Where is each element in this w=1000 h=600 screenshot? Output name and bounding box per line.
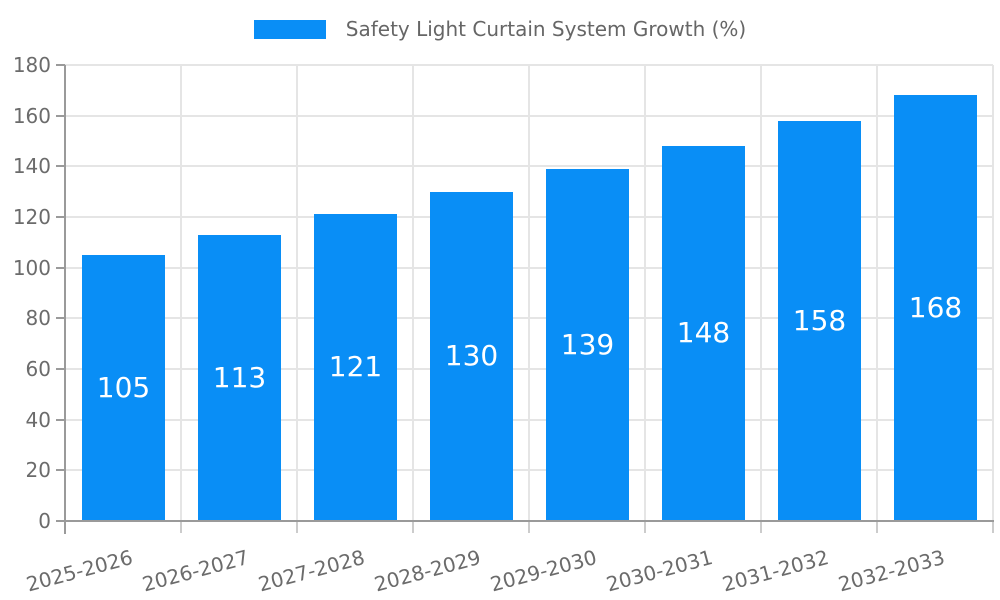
bar	[314, 214, 397, 520]
bar-value-label: 130	[444, 339, 499, 372]
vertical-gridline	[760, 65, 762, 521]
bar-value-label: 139	[560, 328, 615, 361]
y-axis-tick-label: 40	[25, 407, 51, 432]
x-axis-tick	[992, 521, 994, 533]
y-axis-tick-label: 60	[25, 357, 51, 381]
bar-value-label: 158	[792, 304, 847, 337]
bar-value-label: 105	[96, 371, 151, 404]
y-axis-tick-label: 80	[25, 306, 51, 331]
x-axis-tick	[180, 521, 182, 533]
vertical-gridline	[876, 65, 878, 521]
y-axis-tick-label: 140	[12, 154, 51, 179]
y-axis-tick-label: 20	[25, 458, 51, 483]
x-axis-tick	[528, 521, 530, 533]
bar-value-label: 168	[908, 291, 963, 324]
y-axis-tick	[56, 165, 65, 168]
y-axis-tick-label: 160	[12, 103, 51, 128]
bar-value-label: 113	[212, 361, 267, 394]
vertical-gridline	[412, 65, 414, 521]
bar	[662, 146, 745, 520]
bar	[198, 235, 281, 520]
x-axis-tick	[876, 521, 878, 533]
x-axis-line	[64, 520, 994, 522]
legend-swatch	[253, 19, 326, 39]
bar	[778, 121, 861, 520]
bar-value-label: 148	[676, 316, 731, 349]
vertical-gridline	[528, 65, 530, 521]
vertical-gridline	[180, 65, 182, 521]
legend[interactable]: Safety Light Curtain System Growth (%)	[0, 17, 1000, 41]
y-axis-tick-label: 180	[12, 53, 51, 77]
x-axis-tick	[412, 521, 414, 533]
bar	[430, 192, 513, 520]
x-axis-tick	[644, 521, 646, 533]
y-axis-tick	[56, 368, 65, 370]
y-axis-tick	[56, 266, 65, 269]
bar-value-label: 121	[328, 350, 383, 383]
x-axis-tick	[760, 521, 762, 533]
y-axis-tick-label: 100	[12, 255, 51, 280]
x-axis-tick	[296, 521, 298, 533]
y-axis-tick-label: 0	[38, 509, 51, 533]
y-axis-tick	[56, 520, 65, 522]
y-axis-tick	[56, 114, 65, 117]
y-axis-tick	[56, 317, 65, 320]
y-axis-tick	[56, 64, 65, 66]
y-axis-tick	[56, 216, 65, 218]
bar	[82, 255, 165, 520]
y-axis-tick	[56, 418, 65, 421]
vertical-gridline	[992, 65, 994, 521]
y-axis-tick-label: 120	[12, 205, 51, 229]
legend-label: Safety Light Curtain System Growth (%)	[345, 17, 747, 41]
bar	[546, 169, 629, 520]
y-axis-line	[64, 65, 66, 534]
bar	[894, 95, 977, 520]
vertical-gridline	[644, 65, 646, 521]
y-axis-tick	[56, 469, 65, 472]
vertical-gridline	[296, 65, 298, 521]
